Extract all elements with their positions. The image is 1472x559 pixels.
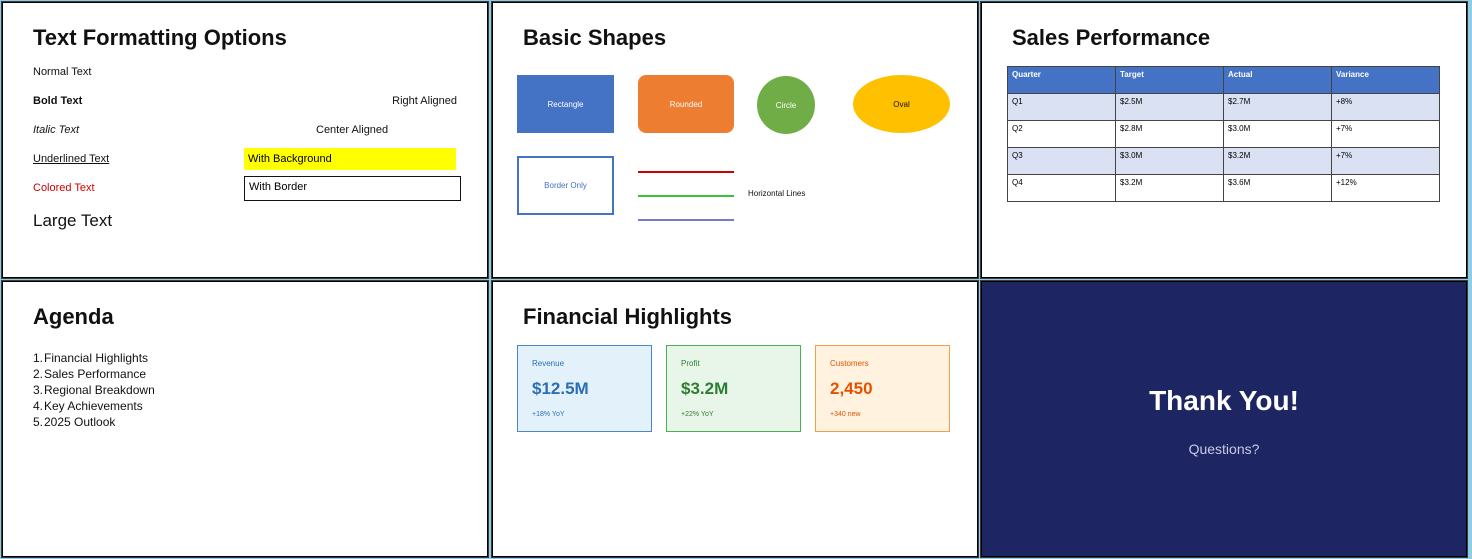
table-cell: Q3 bbox=[1007, 147, 1116, 175]
list-number: 5. bbox=[33, 415, 44, 429]
card-subtext: +22% YoY bbox=[681, 411, 714, 418]
slide-thank-you[interactable]: Thank You! Questions? bbox=[981, 281, 1467, 557]
list-item-text: Regional Breakdown bbox=[44, 383, 155, 397]
underlined-text: Underlined Text bbox=[33, 153, 110, 165]
horizontal-lines-label: Horizontal Lines bbox=[748, 189, 806, 198]
list-number: 4. bbox=[33, 399, 44, 413]
revenue-card: Revenue $12.5M +18% YoY bbox=[517, 345, 652, 432]
table-cell: $3.0M bbox=[1115, 147, 1224, 175]
list-number: 3. bbox=[33, 383, 44, 397]
slide-title: Financial Highlights bbox=[523, 304, 733, 329]
table-cell: $3.6M bbox=[1223, 174, 1332, 202]
list-item-text: 2025 Outlook bbox=[44, 415, 116, 429]
card-value: $3.2M bbox=[681, 379, 729, 398]
slide-title: Agenda bbox=[33, 304, 114, 329]
card-value: $12.5M bbox=[532, 379, 589, 398]
profit-card: Profit $3.2M +22% YoY bbox=[666, 345, 801, 432]
header-variance: Variance bbox=[1331, 66, 1440, 94]
customers-card: Customers 2,450 +340 new bbox=[815, 345, 950, 432]
rectangle-shape: Rectangle bbox=[517, 75, 614, 133]
list-item: 3.Regional Breakdown bbox=[33, 382, 155, 398]
card-label: Customers bbox=[830, 359, 869, 368]
oval-shape: Oval bbox=[853, 75, 950, 133]
table-header-row: Quarter Target Actual Variance bbox=[1007, 66, 1440, 94]
list-number: 1. bbox=[33, 351, 44, 365]
thank-you-title: Thank You! bbox=[1149, 385, 1299, 416]
large-text: Large Text bbox=[33, 211, 113, 230]
table-row: Q2 $2.8M $3.0M +7% bbox=[1007, 120, 1440, 148]
bordered-text-box: With Border bbox=[244, 176, 461, 201]
table-cell: $3.2M bbox=[1223, 147, 1332, 175]
table-row: Q3 $3.0M $3.2M +7% bbox=[1007, 147, 1440, 175]
card-label: Revenue bbox=[532, 359, 565, 368]
table-cell: Q1 bbox=[1007, 93, 1116, 121]
green-line bbox=[638, 195, 734, 197]
table-cell: +7% bbox=[1331, 120, 1440, 148]
table-cell: Q4 bbox=[1007, 174, 1116, 202]
list-item: 5.2025 Outlook bbox=[33, 414, 155, 430]
rounded-rectangle-shape: Rounded bbox=[638, 75, 734, 133]
list-item: 1.Financial Highlights bbox=[33, 350, 155, 366]
table-cell: $3.0M bbox=[1223, 120, 1332, 148]
slide-sales-performance[interactable]: Sales Performance Quarter Target Actual … bbox=[981, 2, 1467, 278]
card-subtext: +340 new bbox=[830, 411, 861, 418]
card-label: Profit bbox=[681, 359, 700, 368]
center-aligned-text: Center Aligned bbox=[316, 124, 389, 136]
agenda-list: 1.Financial Highlights 2.Sales Performan… bbox=[33, 350, 155, 430]
blue-line bbox=[638, 219, 734, 221]
right-aligned-text: Right Aligned bbox=[392, 95, 457, 107]
table-cell: $2.8M bbox=[1115, 120, 1224, 148]
border-only-shape: Border Only bbox=[517, 156, 614, 215]
card-value: 2,450 bbox=[830, 379, 873, 398]
red-line bbox=[638, 171, 734, 173]
header-actual: Actual bbox=[1223, 66, 1332, 94]
table-cell: +8% bbox=[1331, 93, 1440, 121]
table-cell: +12% bbox=[1331, 174, 1440, 202]
colored-text: Colored Text bbox=[33, 182, 95, 194]
slide-agenda[interactable]: Agenda 1.Financial Highlights 2.Sales Pe… bbox=[2, 281, 488, 557]
slide-title: Sales Performance bbox=[1012, 25, 1211, 50]
list-number: 2. bbox=[33, 367, 44, 381]
sales-table: Quarter Target Actual Variance Q1 $2.5M … bbox=[1007, 66, 1440, 202]
list-item: 4.Key Achievements bbox=[33, 398, 155, 414]
italic-text: Italic Text bbox=[33, 124, 80, 136]
circle-shape: Circle bbox=[757, 76, 815, 134]
table-cell: Q2 bbox=[1007, 120, 1116, 148]
card-subtext: +18% YoY bbox=[532, 411, 565, 418]
table-cell: $2.5M bbox=[1115, 93, 1224, 121]
list-item-text: Sales Performance bbox=[44, 367, 147, 381]
bold-text: Bold Text bbox=[33, 95, 83, 107]
background-text-box: With Background bbox=[244, 148, 456, 170]
slide-text-formatting[interactable]: Text Formatting Options Normal Text Bold… bbox=[2, 2, 488, 278]
header-target: Target bbox=[1115, 66, 1224, 94]
questions-subtitle: Questions? bbox=[1188, 441, 1260, 457]
slide-title: Text Formatting Options bbox=[33, 25, 287, 50]
list-item-text: Financial Highlights bbox=[44, 351, 149, 365]
header-quarter: Quarter bbox=[1007, 66, 1116, 94]
table-row: Q4 $3.2M $3.6M +12% bbox=[1007, 174, 1440, 202]
table-cell: $2.7M bbox=[1223, 93, 1332, 121]
slide-basic-shapes[interactable]: Basic Shapes Rectangle Rounded Circle Ov… bbox=[492, 2, 978, 278]
list-item: 2.Sales Performance bbox=[33, 366, 155, 382]
table-row: Q1 $2.5M $2.7M +8% bbox=[1007, 93, 1440, 121]
slide-financial-highlights[interactable]: Financial Highlights Revenue $12.5M +18%… bbox=[492, 281, 978, 557]
table-cell: +7% bbox=[1331, 147, 1440, 175]
list-item-text: Key Achievements bbox=[44, 399, 143, 413]
normal-text: Normal Text bbox=[33, 66, 92, 78]
slide-title: Basic Shapes bbox=[523, 25, 667, 50]
table-cell: $3.2M bbox=[1115, 174, 1224, 202]
